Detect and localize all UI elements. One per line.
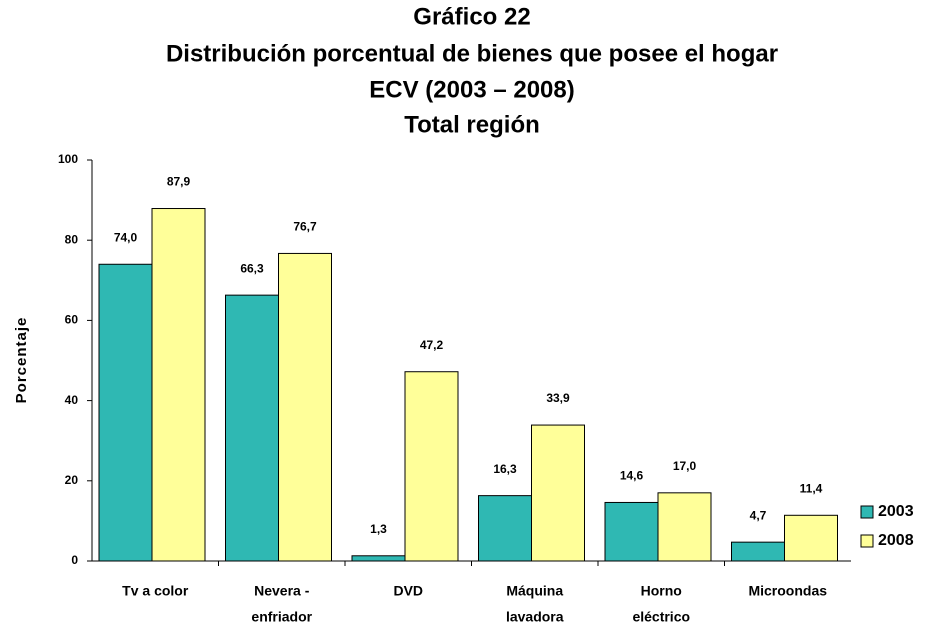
x-tick-label: DVD bbox=[393, 583, 423, 599]
bar bbox=[98, 263, 153, 562]
x-tick-label: Máquina bbox=[506, 583, 563, 599]
legend-label: 2003 bbox=[878, 503, 914, 520]
value-label: 47,2 bbox=[420, 338, 444, 352]
y-tick-label: 40 bbox=[65, 393, 79, 407]
value-label: 17,0 bbox=[673, 459, 697, 473]
value-label: 16,3 bbox=[493, 462, 517, 476]
bar bbox=[731, 541, 785, 562]
bar bbox=[278, 252, 332, 562]
x-tick-label: eléctrico bbox=[632, 609, 690, 625]
value-label: 1,3 bbox=[370, 522, 387, 536]
y-axis-label: Porcentaje bbox=[13, 317, 30, 404]
y-tick-label: 20 bbox=[65, 473, 79, 487]
bar bbox=[604, 501, 659, 562]
bar bbox=[478, 495, 532, 562]
y-tick-label: 60 bbox=[65, 313, 79, 327]
legend-swatch bbox=[860, 505, 874, 519]
bar bbox=[151, 208, 206, 562]
bar bbox=[784, 514, 838, 562]
x-tick-label: lavadora bbox=[506, 609, 564, 625]
value-label: 4,7 bbox=[750, 508, 767, 522]
x-tick-label: Nevera - bbox=[254, 583, 310, 599]
value-label: 66,3 bbox=[240, 261, 264, 275]
value-label: 74,0 bbox=[114, 230, 138, 244]
x-tick-label: Tv a color bbox=[122, 583, 189, 599]
legend-swatch bbox=[860, 534, 874, 548]
value-label: 76,7 bbox=[293, 220, 317, 234]
bar bbox=[531, 424, 585, 562]
y-tick-label: 0 bbox=[71, 553, 78, 567]
chart-subtitle: Distribución porcentual de bienes que po… bbox=[166, 40, 778, 67]
chart-subtitle: Total región bbox=[404, 111, 540, 138]
bar bbox=[404, 371, 459, 562]
value-label: 14,6 bbox=[620, 469, 644, 483]
x-tick-label: enfriador bbox=[251, 609, 312, 625]
bar bbox=[657, 492, 712, 562]
x-tick-label: Horno bbox=[641, 583, 682, 599]
bar bbox=[351, 555, 406, 562]
x-tick-label: Microondas bbox=[748, 583, 827, 599]
value-label: 33,9 bbox=[546, 391, 570, 405]
chart-title: Gráfico 22 bbox=[413, 3, 530, 30]
y-tick-label: 100 bbox=[58, 152, 78, 166]
value-label: 87,9 bbox=[167, 175, 191, 189]
legend-label: 2008 bbox=[878, 532, 914, 549]
chart-subtitle: ECV (2003 – 2008) bbox=[369, 76, 574, 103]
bar bbox=[225, 294, 279, 562]
value-label: 11,4 bbox=[800, 481, 823, 495]
y-tick-label: 80 bbox=[65, 232, 79, 246]
